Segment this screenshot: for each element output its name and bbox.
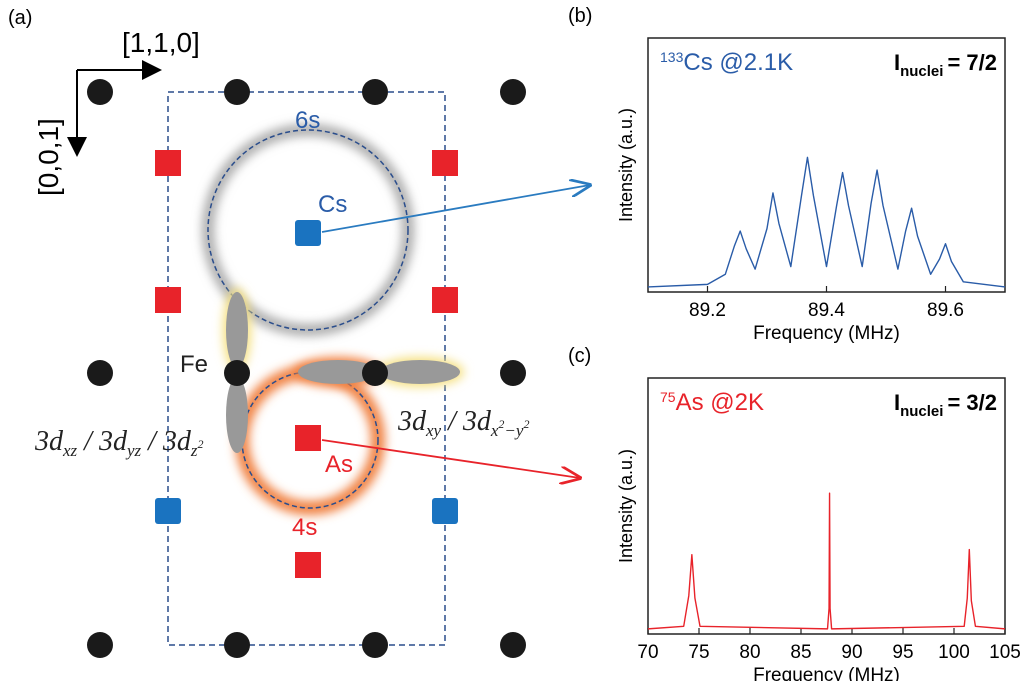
x-axis-label: Frequency (MHz) [753,665,900,681]
d-orbital [226,292,248,368]
orbital-formula: 3dxy / 3dx2−y2 [397,406,529,440]
spin-value: = 3/2 [947,390,997,415]
spin-symbol: I [894,390,900,415]
x-tick-label: 95 [892,642,913,663]
subscript: x [490,421,499,440]
panel-label: (c) [568,345,591,367]
subscript: xy [425,421,442,440]
isotope-label: 133Cs @2.1K [660,49,793,76]
fe-atoms [87,79,526,658]
atom [362,79,388,105]
panel-label: (b) [568,5,592,27]
atom-label: Cs [318,191,347,218]
orbital-label: 6s [295,107,320,134]
d-orbital [226,377,248,453]
x-tick-label: 85 [790,642,811,663]
x-tick-label: 80 [739,642,760,663]
x-tick-label: 105 [989,642,1021,663]
y-axis-label: Intensity (a.u.) [616,449,636,563]
isotope-text: Cs @2.1K [683,49,793,76]
atom [295,220,321,246]
plot-frame [647,377,1006,635]
atom [155,150,181,176]
panel-label: (a) [8,7,32,29]
isotope-text: As @2K [676,389,764,416]
atom [295,425,321,451]
x-tick-label: 89.2 [689,300,726,321]
isotope-number: 75 [660,389,676,405]
spectrum-chart: (c) 70 75 80 85 90 95 100 105 Frequency (MHz) Inte… [568,345,1021,681]
atom [500,360,526,386]
atom [295,552,321,578]
atom-label: Fe [180,351,208,378]
isotope-number: 133 [660,49,684,65]
spin-label: Inuclei = 7/2 [894,50,997,80]
x-tick-label: 90 [841,642,862,663]
atom [224,79,250,105]
atom-label: As [325,451,353,478]
superscript: 2 [198,437,204,451]
arrow [321,439,580,478]
orbital-formula: 3dxz / 3dyz / 3dz2 [34,426,204,460]
atom [432,498,458,524]
spectrum-line [647,156,1006,288]
axis-label: [0,0,1] [33,118,64,196]
plot-frame [647,37,1006,293]
spectrum-chart: (b) 89.2 89.4 89.6 Frequency (MHz) Intensity … [568,5,1006,344]
text: / 3d [141,426,192,457]
x-axis-label: Frequency (MHz) [753,323,900,344]
isotope-label: 75As @2K [660,389,764,416]
cs-atoms [155,220,458,524]
atom [500,79,526,105]
d-orbital [380,360,460,384]
as-atoms [155,150,458,578]
orbital-6s [207,129,409,331]
y-axis-label: Intensity (a.u.) [616,108,636,222]
atom [500,632,526,658]
subscript: yz [125,441,142,460]
atom [155,498,181,524]
text: 3d [397,406,427,437]
atom [87,632,113,658]
spectrum-line [647,492,1006,630]
x-tick-label: 89.6 [927,300,964,321]
spin-label: Inuclei = 3/2 [894,390,997,420]
orbital-4s [241,371,379,509]
spin-subscript: nuclei [900,403,943,420]
x-tick-label: 75 [688,642,709,663]
subscript: −y [504,421,523,440]
arrow [321,185,590,233]
spin-value: = 7/2 [947,50,997,75]
text: / 3d [441,406,492,437]
subscript: z [190,441,198,460]
subscript: xz [62,441,78,460]
x-tick-label: 70 [637,642,658,663]
crystal-diagram: (a) [1,1,0] [0,0,1] 6s [8,7,590,658]
superscript: 2 [523,417,529,431]
text: 3d [34,426,64,457]
x-tick-label: 100 [938,642,970,663]
atom [87,79,113,105]
atom [362,360,388,386]
text: / 3d [77,426,128,457]
spectra: (b) 89.2 89.4 89.6 Frequency (MHz) Intensity … [568,5,1021,681]
axis-label: [1,1,0] [122,27,200,58]
x-tick-label: 89.4 [808,300,845,321]
atom [155,287,181,313]
atom [224,632,250,658]
atom [432,287,458,313]
orbital-label: 4s [292,514,317,541]
superscript: 2 [498,417,504,431]
atom [362,632,388,658]
spin-subscript: nuclei [900,63,943,80]
d-orbital [298,360,378,384]
atom [224,360,250,386]
atom [87,360,113,386]
atom [432,150,458,176]
spin-symbol: I [894,50,900,75]
